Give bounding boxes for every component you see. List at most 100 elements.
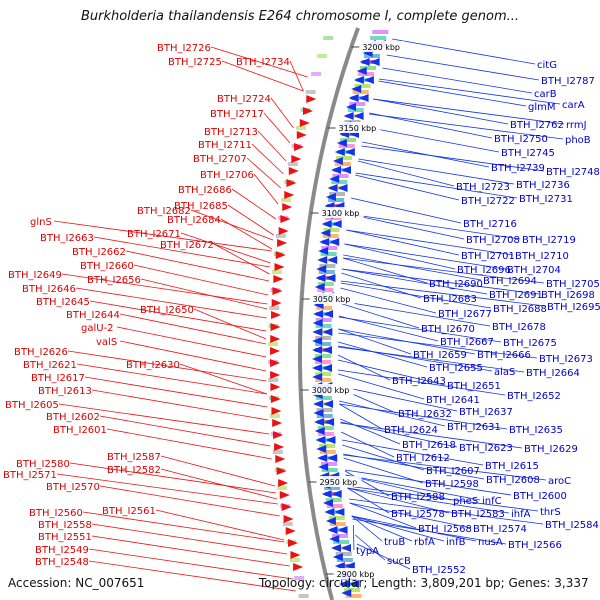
reverse-gene-label[interactable]: BTH_I2632 <box>398 409 452 420</box>
forward-gene-label[interactable]: glnS <box>30 217 52 228</box>
forward-gene-label[interactable]: BTH_I2560 <box>29 508 83 519</box>
reverse-gene-label[interactable]: BTH_I2691 <box>489 290 543 301</box>
forward-gene-label[interactable]: BTH_I2645 <box>36 297 90 308</box>
reverse-gene-label[interactable]: BTH_I2698 <box>541 290 595 301</box>
reverse-gene-label[interactable]: BTH_I2683 <box>423 294 477 305</box>
forward-gene-label[interactable]: BTH_I2672 <box>160 240 214 251</box>
reverse-gene-label[interactable]: BTH_I2568 <box>418 524 472 535</box>
forward-gene-label[interactable]: BTH_I2724 <box>217 94 271 105</box>
forward-gene-label[interactable]: BTH_I2621 <box>23 360 77 371</box>
reverse-gene-label[interactable]: BTH_I2750 <box>494 134 548 145</box>
reverse-gene-label[interactable]: BTH_I2675 <box>503 338 557 349</box>
reverse-gene-label[interactable]: typA <box>356 546 379 557</box>
forward-gene-label[interactable]: BTH_I2650 <box>140 305 194 316</box>
reverse-gene-label[interactable]: BTH_I2667 <box>440 337 494 348</box>
reverse-gene-label[interactable]: BTH_I2731 <box>519 194 573 205</box>
reverse-gene-label[interactable]: BTH_I2736 <box>516 180 570 191</box>
forward-gene-label[interactable]: BTH_I2570 <box>46 482 100 493</box>
forward-gene-label[interactable]: BTH_I2671 <box>127 229 181 240</box>
reverse-gene-label[interactable]: BTH_I2745 <box>501 148 555 159</box>
reverse-gene-label[interactable]: BTH_I2722 <box>461 196 515 207</box>
forward-gene-label[interactable]: BTH_I2713 <box>204 127 258 138</box>
reverse-gene-label[interactable]: BTH_I2701 <box>461 251 515 262</box>
forward-gene-label[interactable]: BTH_I2663 <box>40 233 94 244</box>
reverse-gene-label[interactable]: rrmJ <box>566 120 587 131</box>
forward-gene-label[interactable]: BTH_I2734 <box>236 57 290 68</box>
forward-gene-label[interactable]: BTH_I2725 <box>168 57 222 68</box>
reverse-gene-label[interactable]: BTH_I2574 <box>473 524 527 535</box>
reverse-gene-label[interactable]: aroC <box>548 476 571 487</box>
forward-gene-label[interactable]: BTH_I2602 <box>46 412 100 423</box>
reverse-gene-label[interactable]: glmM <box>528 102 556 113</box>
reverse-gene-label[interactable]: BTH_I2578 <box>391 509 445 520</box>
reverse-gene-label[interactable]: BTH_I2678 <box>492 322 546 333</box>
reverse-gene-label[interactable]: truB <box>384 537 405 548</box>
forward-gene-label[interactable]: valS <box>96 337 117 348</box>
forward-gene-label[interactable]: BTH_I2571 <box>3 470 57 481</box>
reverse-gene-label[interactable]: BTH_I2719 <box>522 235 576 246</box>
reverse-gene-label[interactable]: BTH_I2694 <box>483 276 537 287</box>
forward-gene-label[interactable]: BTH_I2660 <box>80 261 134 272</box>
reverse-gene-label[interactable]: carB <box>534 89 557 100</box>
reverse-gene-label[interactable]: BTH_I2637 <box>459 407 513 418</box>
forward-gene-label[interactable]: BTH_I2706 <box>200 170 254 181</box>
forward-gene-label[interactable]: BTH_I2684 <box>167 215 221 226</box>
forward-gene-label[interactable]: BTH_I2656 <box>87 275 141 286</box>
reverse-gene-label[interactable]: rbfA <box>414 537 435 548</box>
forward-gene-label[interactable]: BTH_I2548 <box>35 557 89 568</box>
forward-gene-label[interactable]: BTH_I2682 <box>137 206 191 217</box>
reverse-gene-label[interactable]: thrS <box>540 507 561 518</box>
forward-gene-label[interactable]: BTH_I2644 <box>66 310 120 321</box>
forward-gene-label[interactable]: BTH_I2551 <box>38 532 92 543</box>
reverse-gene-label[interactable]: BTH_I2677 <box>438 309 492 320</box>
forward-gene-label[interactable]: BTH_I2617 <box>31 373 85 384</box>
forward-gene-label[interactable]: galU-2 <box>81 323 114 334</box>
reverse-gene-label[interactable]: BTH_I2635 <box>509 425 563 436</box>
reverse-gene-label[interactable]: BTH_I2652 <box>507 391 561 402</box>
forward-gene-label[interactable]: BTH_I2561 <box>102 506 156 517</box>
reverse-gene-label[interactable]: BTH_I2623 <box>459 443 513 454</box>
reverse-gene-label[interactable]: BTH_I2710 <box>515 251 569 262</box>
reverse-gene-label[interactable]: alaS <box>494 367 515 378</box>
reverse-gene-label[interactable]: sucB <box>387 556 411 567</box>
forward-gene-label[interactable]: BTH_I2649 <box>8 270 62 281</box>
reverse-gene-label[interactable]: BTH_I2608 <box>486 475 540 486</box>
reverse-gene-label[interactable]: BTH_I2705 <box>546 279 600 290</box>
reverse-gene-label[interactable]: BTH_I2688 <box>493 304 547 315</box>
forward-gene-label[interactable]: BTH_I2605 <box>5 400 59 411</box>
forward-gene-label[interactable]: BTH_I2646 <box>22 284 76 295</box>
forward-gene-label[interactable]: BTH_I2580 <box>16 459 70 470</box>
reverse-gene-label[interactable]: BTH_I2690 <box>429 279 483 290</box>
reverse-gene-label[interactable]: BTH_I2641 <box>426 395 480 406</box>
reverse-gene-label[interactable]: BTH_I2618 <box>402 440 456 451</box>
reverse-gene-label[interactable]: BTH_I2704 <box>507 265 561 276</box>
reverse-gene-label[interactable]: BTH_I2659 <box>413 350 467 361</box>
reverse-gene-label[interactable]: BTH_I2607 <box>426 466 480 477</box>
reverse-gene-label[interactable]: BTH_I2708 <box>466 235 520 246</box>
reverse-gene-label[interactable]: BTH_I2552 <box>412 565 466 576</box>
reverse-gene-label[interactable]: BTH_I2600 <box>513 491 567 502</box>
reverse-gene-label[interactable]: BTH_I2696 <box>457 265 511 276</box>
forward-gene-label[interactable]: BTH_I2613 <box>38 386 92 397</box>
reverse-gene-label[interactable]: BTH_I2716 <box>463 219 517 230</box>
forward-gene-label[interactable]: BTH_I2711 <box>198 140 252 151</box>
reverse-gene-label[interactable]: BTH_I2612 <box>396 453 450 464</box>
forward-gene-label[interactable]: BTH_I2587 <box>107 452 161 463</box>
reverse-gene-label[interactable]: BTH_I2695 <box>547 302 600 313</box>
forward-gene-label[interactable]: BTH_I2685 <box>174 201 228 212</box>
forward-gene-label[interactable]: BTH_I2686 <box>178 185 232 196</box>
forward-gene-label[interactable]: BTH_I2662 <box>72 247 126 258</box>
reverse-gene-label[interactable]: infC <box>482 496 502 507</box>
reverse-gene-label[interactable]: BTH_I2598 <box>425 479 479 490</box>
reverse-gene-label[interactable]: citG <box>537 60 557 71</box>
reverse-gene-label[interactable]: BTH_I2588 <box>391 492 445 503</box>
forward-gene-label[interactable]: BTH_I2626 <box>14 347 68 358</box>
reverse-gene-label[interactable]: phoB <box>565 135 591 146</box>
forward-gene-label[interactable]: BTH_I2726 <box>157 43 211 54</box>
reverse-gene-label[interactable]: BTH_I2666 <box>477 350 531 361</box>
reverse-gene-label[interactable]: BTH_I2624 <box>384 425 438 436</box>
forward-gene-label[interactable]: BTH_I2601 <box>53 425 107 436</box>
reverse-gene-label[interactable]: BTH_I2762 <box>510 120 564 131</box>
reverse-gene-label[interactable]: BTH_I2584 <box>545 520 599 531</box>
reverse-gene-label[interactable]: BTH_I2631 <box>447 422 501 433</box>
